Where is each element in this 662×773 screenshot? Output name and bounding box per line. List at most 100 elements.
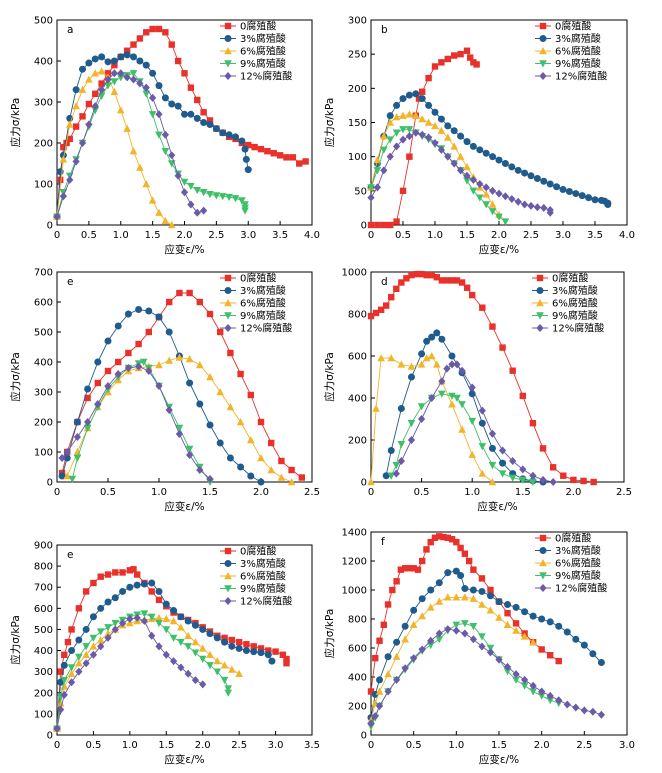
legend-marker xyxy=(224,60,232,68)
data-point xyxy=(403,275,410,282)
data-point xyxy=(82,659,90,668)
data-point xyxy=(104,571,112,578)
data-point xyxy=(104,75,112,84)
data-point xyxy=(79,65,86,73)
legend-marker xyxy=(536,324,544,332)
data-point xyxy=(175,424,184,432)
data-point xyxy=(399,95,407,103)
data-point xyxy=(174,171,182,180)
data-point xyxy=(452,626,460,635)
data-point xyxy=(60,676,69,685)
data-point xyxy=(399,135,407,144)
data-point xyxy=(180,178,189,186)
data-point xyxy=(435,597,444,605)
data-point xyxy=(123,124,131,132)
data-point xyxy=(161,148,170,156)
data-point xyxy=(508,163,516,171)
data-point xyxy=(245,141,252,149)
data-point xyxy=(268,657,276,665)
data-point xyxy=(452,567,460,575)
data-point xyxy=(589,650,597,658)
data-point xyxy=(168,41,175,48)
data-point xyxy=(538,646,545,653)
data-point xyxy=(72,102,80,110)
data-point xyxy=(401,565,409,572)
data-point xyxy=(79,113,86,120)
legend-marker xyxy=(539,584,547,592)
legend-marker xyxy=(539,534,547,542)
data-point xyxy=(397,566,405,573)
data-point xyxy=(482,190,490,198)
data-point xyxy=(298,474,305,481)
data-point xyxy=(63,472,71,480)
data-point xyxy=(393,218,400,225)
series-line xyxy=(370,622,559,727)
data-point xyxy=(427,586,435,594)
x-tick-label: 2.0 xyxy=(491,230,507,241)
data-point xyxy=(468,450,476,458)
data-point xyxy=(181,70,188,77)
data-point xyxy=(193,208,201,217)
data-point xyxy=(482,149,490,157)
data-point xyxy=(276,152,284,159)
y-tick-label: 600 xyxy=(348,644,367,655)
data-point xyxy=(97,573,104,580)
data-point xyxy=(478,587,486,595)
data-point xyxy=(501,218,510,226)
data-point xyxy=(237,370,244,378)
data-point xyxy=(110,57,118,65)
data-point xyxy=(145,367,153,375)
data-point xyxy=(187,182,195,191)
y-tick-label: 200 xyxy=(34,139,53,150)
data-point xyxy=(72,157,80,166)
data-point xyxy=(397,360,406,368)
data-point xyxy=(66,175,74,184)
data-point xyxy=(407,420,416,428)
data-point xyxy=(488,429,497,438)
data-point xyxy=(529,638,537,646)
data-point xyxy=(177,623,185,631)
series-0 xyxy=(367,270,597,486)
data-point xyxy=(458,425,466,433)
data-point xyxy=(418,130,426,139)
data-point xyxy=(206,421,214,429)
data-point xyxy=(191,638,200,646)
legend-label: 9%腐殖酸 xyxy=(240,57,286,70)
data-point xyxy=(142,61,150,69)
legend-label: 12%腐殖酸 xyxy=(552,322,604,335)
data-point xyxy=(155,131,163,139)
data-point xyxy=(162,626,171,634)
data-point xyxy=(382,302,390,309)
data-point xyxy=(563,628,571,636)
data-point xyxy=(277,473,286,481)
series-4 xyxy=(367,128,554,217)
panel-label: a xyxy=(67,24,73,36)
data-point xyxy=(559,185,567,193)
y-tick-label: 50 xyxy=(354,186,367,197)
legend-label: 12%腐殖酸 xyxy=(240,595,292,608)
legend-marker xyxy=(539,559,547,567)
data-point xyxy=(136,163,144,171)
data-point xyxy=(504,601,512,608)
data-point xyxy=(236,418,245,426)
data-point xyxy=(580,641,588,649)
data-point xyxy=(424,118,433,126)
data-point xyxy=(509,367,516,374)
data-point xyxy=(438,335,446,343)
data-point xyxy=(63,448,71,456)
x-axis-title: 应变ε/% xyxy=(479,753,519,766)
data-point xyxy=(495,655,503,664)
legend-label: 9%腐殖酸 xyxy=(240,309,286,322)
data-point xyxy=(91,69,100,77)
data-point xyxy=(438,277,446,284)
data-point xyxy=(433,329,441,337)
data-point xyxy=(537,692,546,700)
data-point xyxy=(241,207,249,215)
legend-label: 6%腐殖酸 xyxy=(240,297,286,310)
data-point xyxy=(401,635,409,643)
data-point xyxy=(387,354,396,362)
x-tick-label: 0 xyxy=(54,487,60,498)
data-point xyxy=(228,636,236,644)
data-point xyxy=(104,337,112,345)
data-point xyxy=(92,90,99,97)
